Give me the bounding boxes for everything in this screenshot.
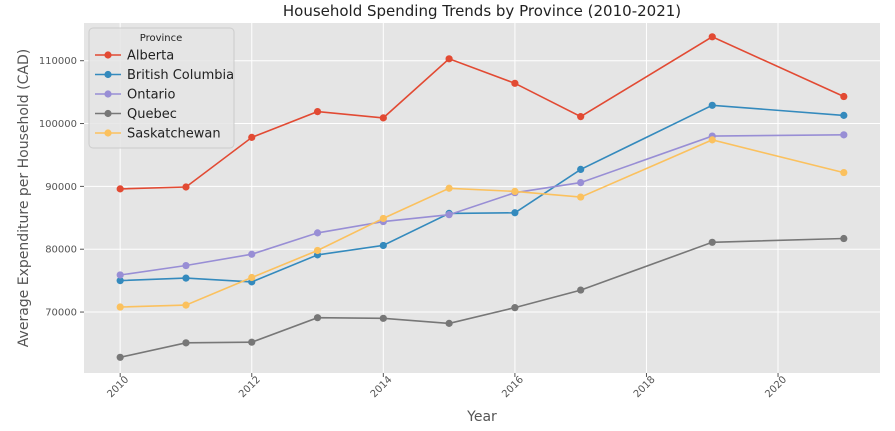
series-lines [116, 33, 848, 361]
legend-label: Quebec [127, 107, 177, 122]
data-point-ontario [840, 131, 848, 139]
data-point-saskatchewan [182, 301, 190, 309]
data-point-alberta [511, 79, 519, 87]
legend-item-ontario: Ontario [95, 88, 175, 103]
data-point-british-columbia [511, 209, 519, 217]
data-point-quebec [116, 353, 124, 361]
legend: Province Alberta British Columbia Ontario Q… [88, 27, 235, 149]
data-point-alberta [248, 133, 256, 141]
legend-label: British Columbia [127, 68, 234, 83]
y-tick-label: 100000 [39, 119, 77, 130]
data-point-ontario [313, 229, 322, 237]
series-line-british-columbia [120, 104, 844, 283]
x-axis-label: Year [466, 409, 497, 425]
legend-marker [104, 129, 112, 137]
series-line-alberta [120, 35, 845, 190]
data-point-saskatchewan [511, 187, 519, 196]
data-point-ontario [577, 179, 585, 187]
data-point-ontario [116, 271, 124, 279]
legend-item-british-columbia: British Columbia [95, 68, 234, 83]
data-point-quebec [445, 319, 453, 327]
data-point-ontario [248, 250, 256, 258]
data-point-alberta [182, 183, 190, 191]
data-point-quebec [313, 314, 322, 322]
y-tick-label: 80000 [45, 245, 77, 256]
legend-item-alberta: Alberta [95, 49, 174, 64]
data-point-saskatchewan [445, 184, 453, 192]
legend-label: Saskatchewan [127, 127, 221, 142]
legend-marker [104, 70, 112, 79]
data-point-quebec [379, 314, 387, 322]
y-tick-label: 70000 [45, 308, 77, 319]
data-point-british-columbia [182, 274, 190, 282]
data-point-ontario [445, 211, 453, 219]
data-point-saskatchewan [313, 246, 322, 255]
data-point-alberta [577, 113, 585, 121]
data-point-saskatchewan [708, 136, 716, 144]
data-point-alberta [116, 185, 124, 193]
legend-marker [104, 51, 112, 59]
data-point-saskatchewan [116, 303, 124, 311]
data-point-british-columbia [708, 101, 716, 109]
legend-item-quebec: Quebec [95, 107, 177, 122]
y-axis-label: Average Expenditure per Household (CAD) [16, 49, 32, 347]
y-tick-label: 90000 [45, 182, 77, 193]
data-point-alberta [445, 55, 453, 63]
data-point-saskatchewan [577, 193, 585, 201]
data-point-alberta [313, 107, 322, 116]
data-point-saskatchewan [248, 273, 256, 282]
legend-marker [104, 109, 112, 118]
data-point-quebec [577, 286, 585, 294]
data-point-quebec [182, 339, 190, 347]
series-line-ontario [120, 134, 844, 276]
legend-marker [104, 90, 112, 98]
y-tick-label: 110000 [39, 56, 77, 67]
data-point-saskatchewan [379, 214, 387, 223]
data-point-british-columbia [379, 241, 387, 250]
data-point-alberta [840, 92, 848, 101]
series-line-quebec [120, 237, 844, 359]
legend-items: Alberta British Columbia Ontario Quebec Sask… [95, 49, 234, 142]
legend-item-saskatchewan: Saskatchewan [95, 127, 221, 142]
legend-label: Ontario [127, 88, 175, 103]
data-point-british-columbia [577, 165, 585, 174]
data-point-quebec [248, 338, 256, 346]
data-point-quebec [840, 234, 848, 243]
data-point-quebec [511, 304, 519, 312]
data-point-british-columbia [116, 277, 124, 285]
chart-title: Household Spending Trends by Province (2… [283, 2, 681, 20]
data-point-british-columbia [840, 111, 848, 119]
data-point-ontario [182, 261, 190, 270]
legend-box [88, 27, 235, 149]
legend-label: Alberta [127, 49, 174, 64]
series-line-saskatchewan [120, 139, 844, 308]
data-point-alberta [708, 33, 716, 41]
data-point-quebec [708, 238, 716, 246]
data-point-alberta [379, 114, 387, 122]
legend-title: Province [140, 33, 183, 44]
data-point-saskatchewan [840, 168, 848, 177]
